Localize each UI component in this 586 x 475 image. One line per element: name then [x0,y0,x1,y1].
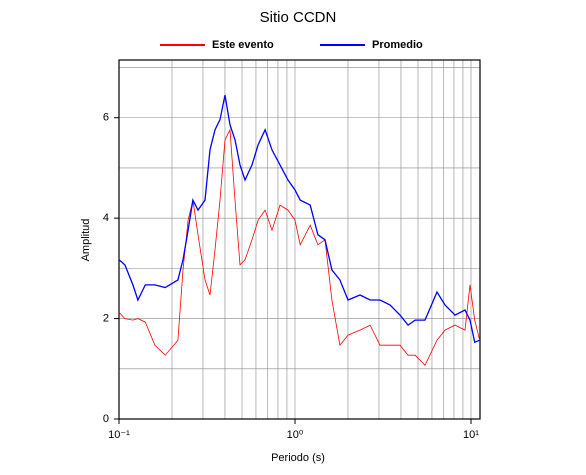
chart-title: Sitio CCDN [260,9,337,26]
y-tick-label: 2 [103,312,109,324]
y-tick-label: 4 [103,212,109,224]
plot-frame [118,59,481,420]
x-axis-label: Periodo (s) [271,452,325,464]
legend-label: Este evento [212,39,274,51]
legend-label: Promedio [372,39,423,51]
y-axis-label: Amplitud [80,219,92,262]
x-tick-label: 10⁻¹ [108,429,130,441]
data-line [118,128,481,366]
y-tick-label: 0 [103,413,109,425]
y-tick-label: 6 [103,112,109,124]
x-tick-label: 10⁰ [287,429,304,441]
x-tick-label: 10¹ [463,429,479,441]
data-line [118,94,480,344]
